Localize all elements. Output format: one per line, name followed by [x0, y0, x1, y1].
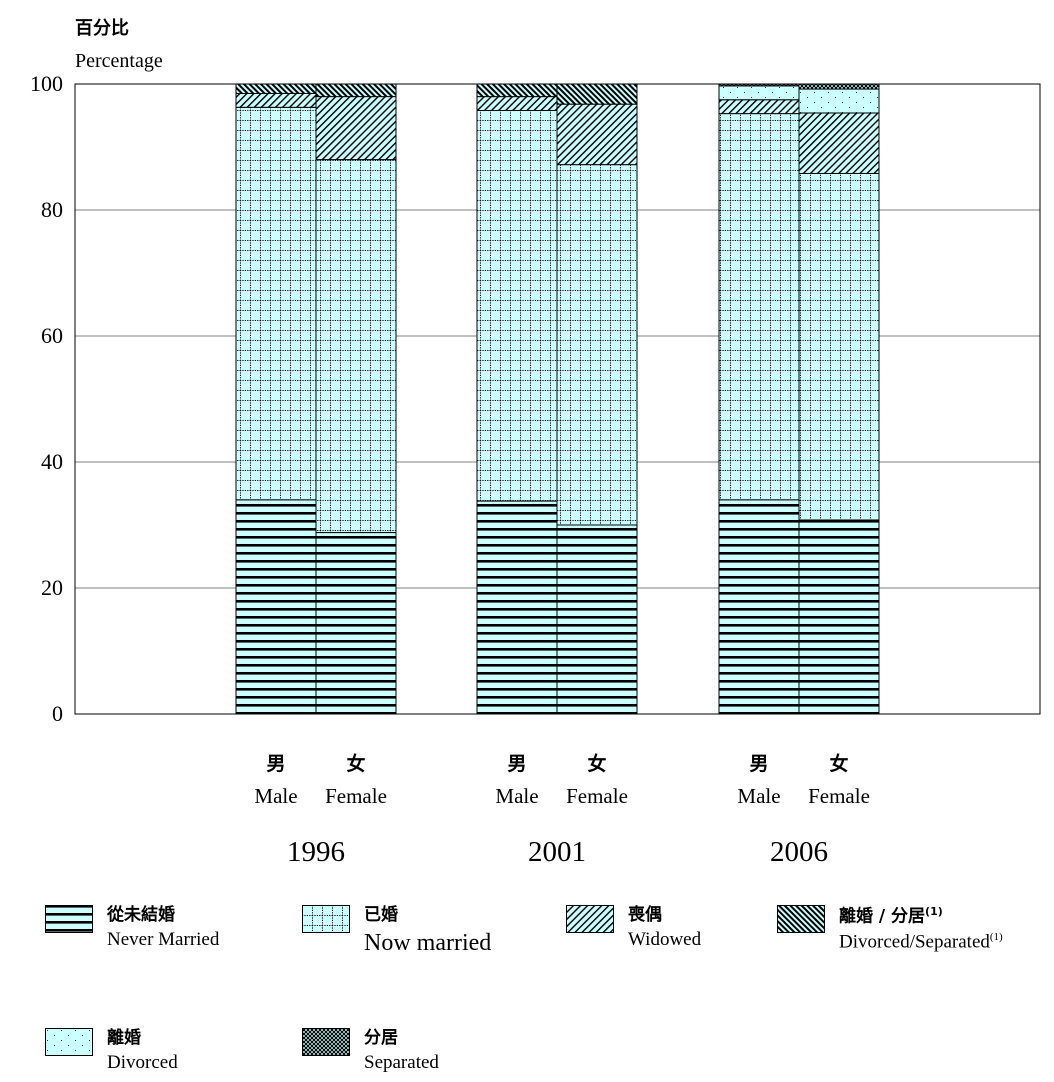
- legend-label-en: Never Married: [107, 929, 220, 951]
- legend-label-zh: 離婚 / 分居(1): [839, 905, 943, 927]
- legend-item-never-married: 從未結婚 Never Married: [45, 905, 219, 952]
- bar-segment-dotted-grid: [476, 109, 558, 502]
- legend-label-en: Separated: [364, 1052, 439, 1074]
- bar-segment-crosshatch: [798, 83, 880, 90]
- legend-swatch-divorced: [45, 1028, 93, 1056]
- legend-label-en: Widowed: [628, 929, 702, 951]
- legend-item-separated: 分居 Separated: [302, 1028, 439, 1075]
- y-tick-labels: 0 20 40 60 80 100: [30, 71, 63, 726]
- gender-label-en: Female: [808, 784, 870, 808]
- bar-segment-horizontal-lines: [556, 524, 638, 715]
- gender-label-en: Male: [737, 784, 780, 808]
- bar-segment-dotted-grid: [798, 172, 880, 521]
- gender-label-en: Female: [325, 784, 387, 808]
- x-axis-labels: 男 Male 女 Female 1996 男 Male 女 Female 2001 男 Male 女 Fe…: [254, 752, 869, 868]
- bar-segment-diagonal-lines: [556, 103, 638, 166]
- gender-label-zh: 女: [587, 752, 606, 775]
- year-label: 2001: [528, 836, 586, 868]
- legend-swatch-divorced-separated: [777, 905, 825, 933]
- legend-item-widowed: 喪偶 Widowed: [566, 905, 701, 952]
- bar-segment-diagonal-lines: [718, 99, 800, 115]
- legend-label-zh: 分居: [364, 1028, 398, 1048]
- gender-label-zh: 男: [507, 753, 526, 775]
- bar-segment-diagonal-lines: [315, 96, 397, 161]
- year-label: 1996: [287, 836, 345, 868]
- gender-label-zh: 女: [829, 752, 848, 775]
- bar-segment-horizontal-lines: [476, 500, 558, 715]
- gender-label-en: Female: [566, 784, 628, 808]
- legend-label-en: Divorced/Separated(1): [839, 931, 1003, 953]
- gender-label-en: Male: [254, 784, 297, 808]
- legend-swatch-widowed: [566, 905, 614, 933]
- footnote-marker: (1): [925, 905, 943, 918]
- legend-label-zh: 喪偶: [628, 905, 662, 925]
- gender-label-en: Male: [495, 784, 538, 808]
- bar-segment-diagonal-lines: [235, 92, 317, 108]
- bar-segment-horizontal-lines: [315, 532, 397, 715]
- legend-item-divorced-separated: 離婚 / 分居(1) Divorced/Separated(1): [777, 905, 1003, 954]
- bar-segment-diagonal-lines: [476, 96, 558, 111]
- year-label: 2006: [770, 836, 828, 868]
- legend-swatch-never-married: [45, 905, 93, 933]
- bar-segment-dotted-grid: [315, 159, 397, 534]
- y-tick-label: 80: [41, 197, 63, 222]
- legend-label-zh: 離婚: [107, 1028, 141, 1048]
- bar-segment-dense-diagonal: [315, 83, 397, 98]
- bar-segment-dense-diagonal: [476, 83, 558, 98]
- y-tick-label: 100: [30, 71, 63, 96]
- plot-frame: [74, 83, 1041, 715]
- y-tick-label: 60: [41, 323, 63, 348]
- y-axis-label-en: Percentage: [75, 50, 163, 72]
- bar-segment-diagonal-lines: [798, 112, 880, 174]
- bar-segment-horizontal-lines: [718, 499, 800, 715]
- bar-segment-dots: [798, 88, 880, 114]
- legend-swatch-separated: [302, 1028, 350, 1056]
- legend-item-divorced: 離婚 Divorced: [45, 1028, 178, 1075]
- bar-segment-dotted-grid: [718, 113, 800, 501]
- bar-segment-dense-diagonal: [235, 83, 317, 94]
- gender-label-zh: 男: [749, 753, 768, 775]
- gender-label-zh: 男: [266, 753, 285, 775]
- y-tick-label: 0: [52, 701, 63, 726]
- gender-label-zh: 女: [346, 752, 365, 775]
- footnote-marker: (1): [989, 931, 1003, 944]
- bars: [235, 83, 880, 715]
- legend-item-now-married: 已婚 Now married: [302, 905, 491, 958]
- bar-segment-dotted-grid: [235, 106, 317, 501]
- bar-segment-horizontal-lines: [798, 519, 880, 715]
- legend-label-zh: 從未結婚: [107, 905, 175, 925]
- bar-segment-dense-diagonal: [556, 83, 638, 105]
- bar-segment-dotted-grid: [556, 164, 638, 526]
- legend-label-en: Divorced: [107, 1052, 178, 1074]
- bar-segment-dots: [718, 85, 800, 101]
- legend-label-en: Now married: [364, 930, 492, 957]
- bar-segment-horizontal-lines: [235, 499, 317, 715]
- y-tick-label: 40: [41, 449, 63, 474]
- y-axis-label-zh: 百分比: [75, 18, 129, 39]
- legend-label-zh: 已婚: [364, 905, 398, 925]
- legend-swatch-now-married: [302, 905, 350, 933]
- y-tick-label: 20: [41, 575, 63, 600]
